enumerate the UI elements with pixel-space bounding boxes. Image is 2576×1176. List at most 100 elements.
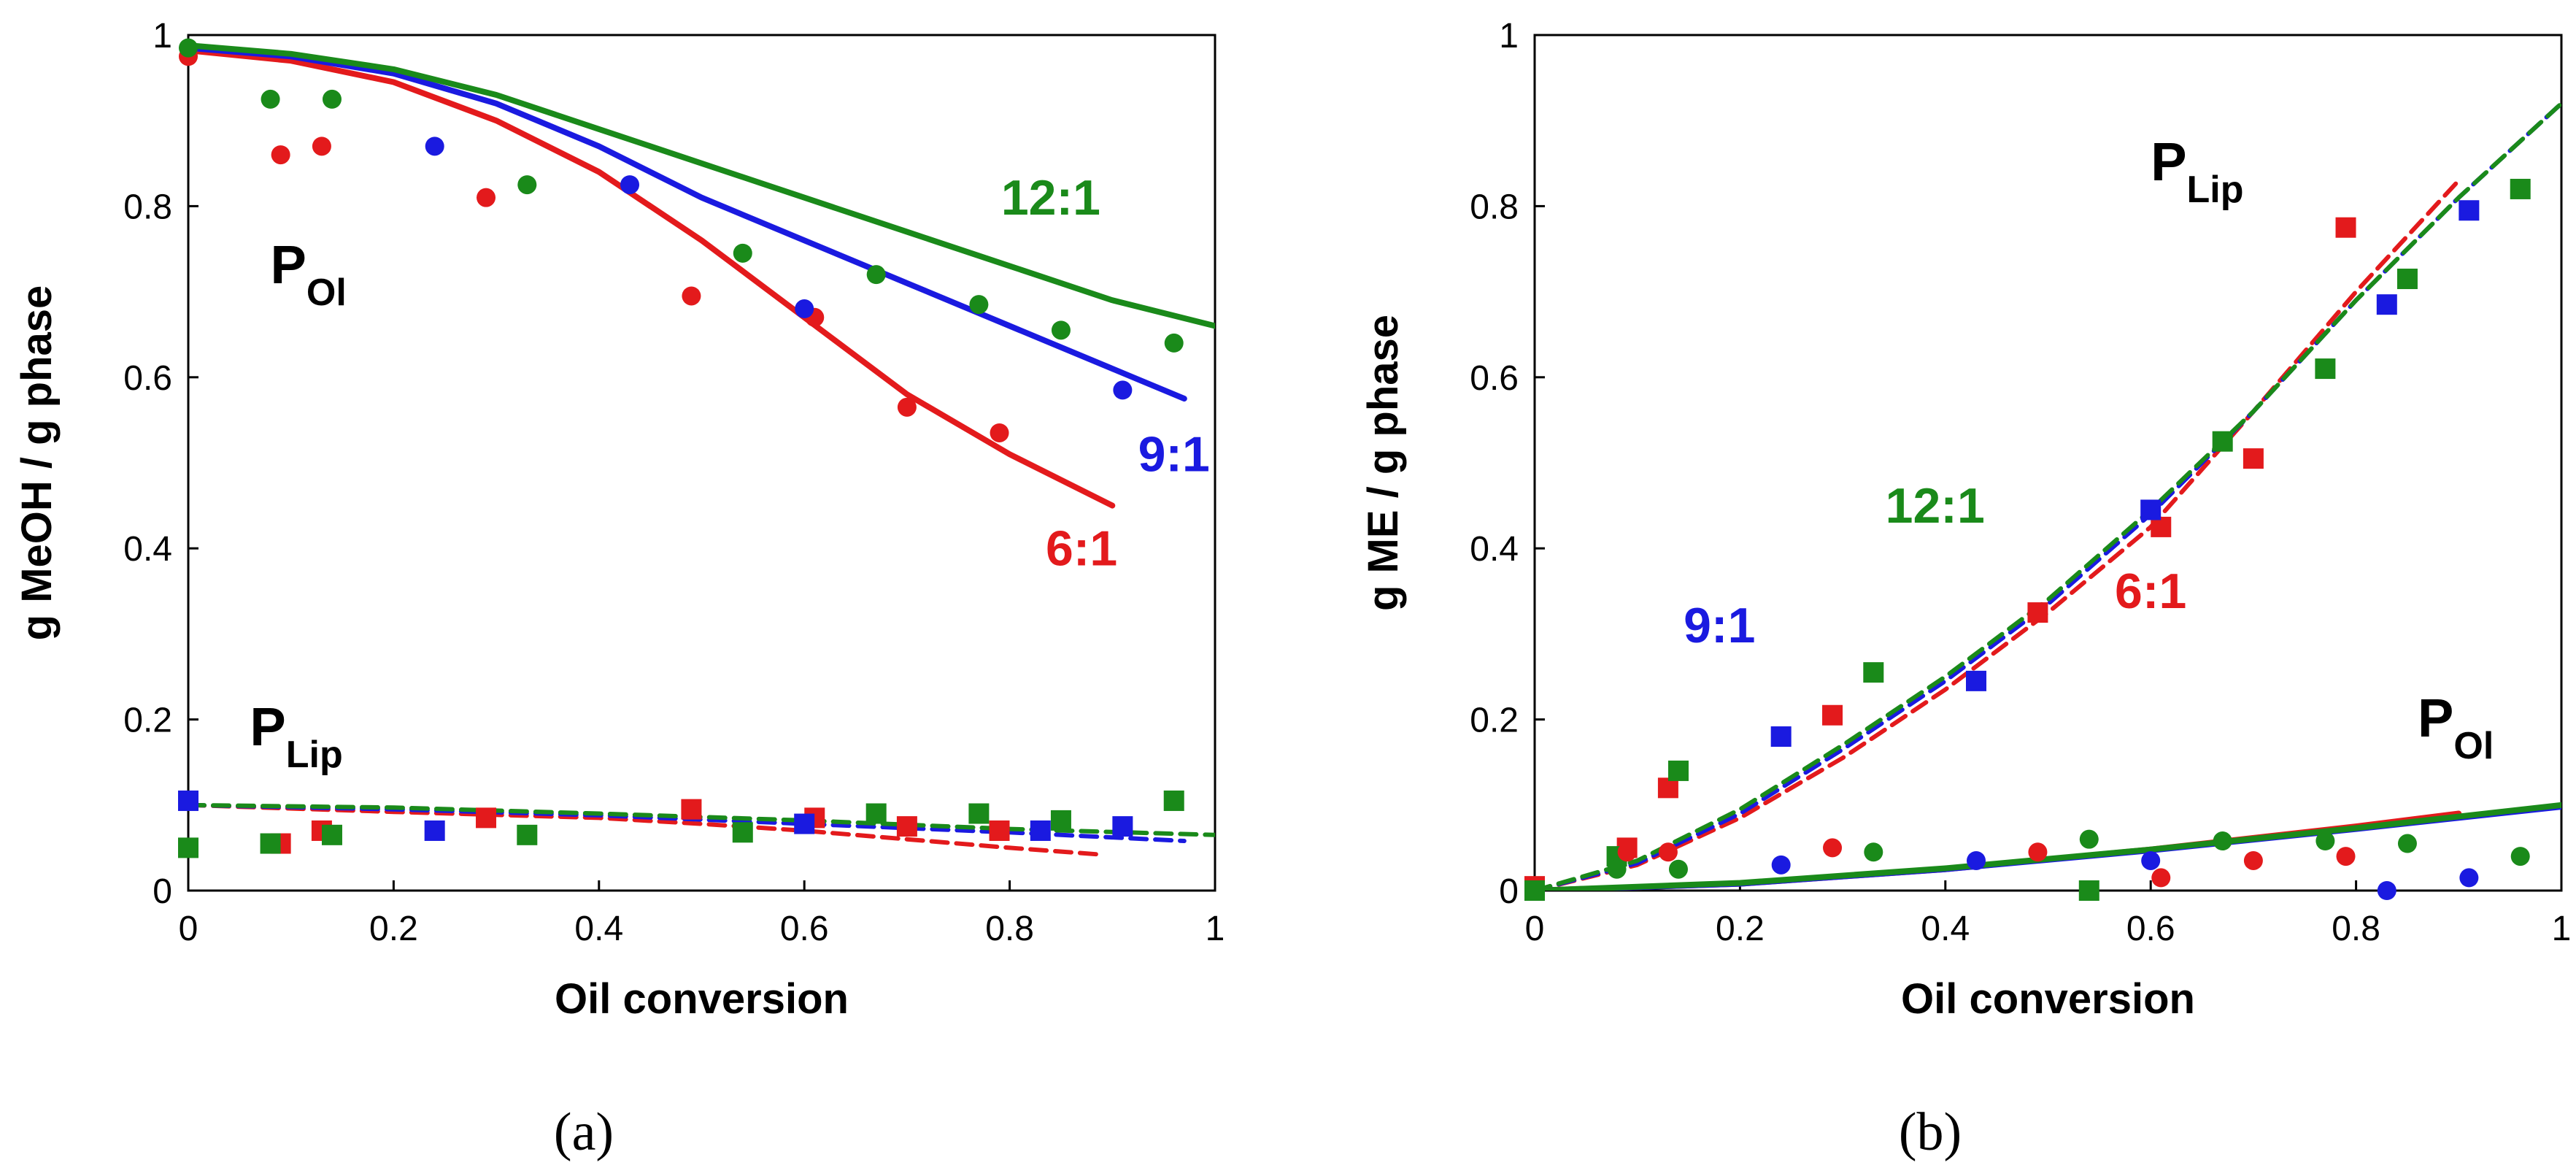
series-line-12-1-solid — [188, 42, 1215, 329]
x-tick-label: 1 — [1206, 910, 1225, 948]
data-point-circle-12-1 — [1051, 320, 1071, 340]
data-point-circle-12-1 — [969, 295, 989, 315]
data-point-square-6-1 — [681, 799, 702, 820]
phase-label-base: P — [2151, 131, 2186, 192]
data-point-circle-6-1 — [1658, 842, 1678, 862]
phase-label-subscript: Lip — [286, 734, 343, 776]
data-point-circle-12-1 — [2079, 829, 2099, 849]
data-point-circle-12-1 — [517, 175, 537, 195]
phase-label-base: P — [250, 696, 285, 757]
data-point-square-6-1 — [989, 820, 1010, 841]
data-point-square-9-1 — [424, 820, 445, 841]
y-axis-label: g MeOH / g phase — [13, 285, 61, 641]
data-point-circle-6-1 — [990, 423, 1009, 442]
y-tick-label: 0.2 — [123, 702, 172, 740]
data-point-circle-9-1 — [2377, 881, 2396, 900]
phase-label: POl — [2418, 688, 2494, 767]
data-point-circle-12-1 — [2510, 847, 2530, 866]
series-line-9-1-solid — [188, 45, 1187, 402]
y-axis-label: g ME / g phase — [1360, 315, 1407, 611]
data-point-square-12-1 — [1050, 810, 1071, 831]
data-point-square-9-1 — [794, 813, 815, 834]
x-axis-label: Oil conversion — [555, 975, 849, 1023]
data-point-square-12-1 — [517, 824, 538, 845]
data-point-circle-6-1 — [477, 188, 496, 207]
data-point-circle-12-1 — [733, 243, 752, 263]
panel-caption: (b) — [1899, 1102, 1962, 1162]
data-point-square-12-1 — [1863, 662, 1884, 683]
data-point-circle-6-1 — [897, 397, 917, 417]
x-tick-label: 0.4 — [1921, 910, 1970, 948]
y-tick-label: 0.6 — [123, 359, 172, 398]
x-axis-label: Oil conversion — [1901, 975, 2195, 1023]
data-point-square-12-1 — [2078, 880, 2099, 901]
plot-frame — [187, 34, 1216, 892]
series-line-9-1-dashed — [1535, 101, 2561, 891]
data-point-square-6-1 — [1822, 704, 1843, 726]
data-point-circle-6-1 — [1617, 842, 1637, 862]
data-point-circle-6-1 — [682, 286, 701, 306]
series-line-6-1-dashed — [1535, 178, 2461, 891]
series-line-12-1-solid — [1535, 802, 2561, 891]
data-point-circle-12-1 — [2397, 834, 2417, 853]
data-point-square-9-1 — [1030, 820, 1051, 841]
data-point-square-9-1 — [2376, 294, 2397, 315]
data-point-circle-12-1 — [261, 89, 280, 109]
data-point-circle-9-1 — [1967, 850, 1986, 870]
ratio-label-12-1: 12:1 — [1001, 170, 1100, 226]
data-point-square-9-1 — [1770, 726, 1792, 748]
data-point-square-6-1 — [476, 807, 497, 829]
data-point-circle-9-1 — [1771, 855, 1791, 875]
data-point-circle-12-1 — [1668, 859, 1688, 879]
y-tick-label: 0.4 — [123, 530, 172, 569]
y-tick-label: 0 — [153, 872, 172, 911]
data-point-circle-9-1 — [620, 175, 640, 195]
data-point-square-12-1 — [2396, 269, 2418, 290]
data-point-circle-9-1 — [795, 299, 814, 319]
data-point-square-6-1 — [2027, 602, 2048, 623]
data-point-circle-6-1 — [2028, 842, 2048, 862]
phase-label-base: P — [2418, 688, 2453, 748]
data-point-circle-12-1 — [2315, 831, 2335, 851]
data-point-square-6-1 — [2243, 448, 2264, 469]
y-tick-label: 0.4 — [1470, 530, 1519, 569]
data-point-square-9-1 — [178, 790, 198, 811]
data-point-square-9-1 — [1112, 816, 1133, 837]
ratio-label-12-1: 12:1 — [1886, 478, 1985, 534]
ratio-label-6-1: 6:1 — [2115, 564, 2186, 619]
data-point-circle-12-1 — [1864, 842, 1883, 862]
ratio-label-9-1: 9:1 — [1138, 427, 1210, 483]
y-tick-label: 0 — [1499, 872, 1519, 911]
x-tick-label: 0.8 — [2332, 910, 2380, 948]
data-point-circle-12-1 — [179, 38, 198, 58]
data-point-square-6-1 — [896, 816, 917, 837]
data-point-square-9-1 — [2459, 200, 2480, 221]
phase-label-subscript: Ol — [306, 272, 347, 314]
ratio-label-9-1: 9:1 — [1684, 598, 1755, 653]
x-tick-label: 0 — [179, 910, 198, 948]
data-point-circle-12-1 — [1164, 333, 1184, 353]
data-point-circle-9-1 — [2459, 868, 2479, 888]
data-point-circle-12-1 — [322, 89, 342, 109]
x-tick-label: 0.6 — [2126, 910, 2175, 948]
y-tick-label: 0.8 — [123, 188, 172, 226]
data-point-circle-12-1 — [1607, 859, 1627, 879]
x-tick-label: 0.4 — [574, 910, 623, 948]
data-point-square-6-1 — [1657, 777, 1678, 799]
data-point-circle-9-1 — [1113, 380, 1133, 400]
phase-label: POl — [271, 234, 347, 314]
x-tick-label: 0 — [1525, 910, 1545, 948]
x-tick-label: 0.8 — [985, 910, 1034, 948]
series-line-6-1-dashed — [188, 802, 1105, 857]
y-tick-label: 1 — [1499, 17, 1519, 55]
data-point-square-12-1 — [321, 824, 342, 845]
data-point-square-9-1 — [2140, 499, 2162, 520]
data-point-circle-6-1 — [271, 145, 290, 165]
data-point-square-12-1 — [1524, 880, 1545, 901]
data-point-square-12-1 — [1163, 790, 1184, 811]
data-point-circle-9-1 — [2141, 850, 2161, 870]
data-point-circle-12-1 — [866, 265, 886, 285]
plot-frame — [1533, 34, 2563, 892]
panel-caption: (a) — [554, 1102, 614, 1162]
